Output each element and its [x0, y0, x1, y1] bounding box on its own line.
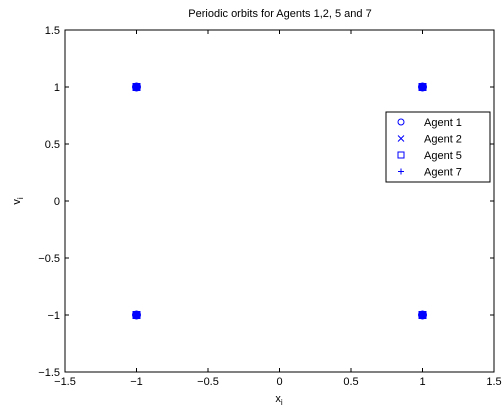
x-axis-label-sub: i: [281, 398, 283, 407]
x-tick-label: 1.5: [486, 376, 501, 388]
legend-entry-label: Agent 1: [424, 117, 462, 129]
legend: Agent 1 Agent 2 Agent 5 Agent 7: [385, 111, 491, 183]
y-tick-label: −1: [47, 310, 60, 322]
data-point: [419, 83, 426, 91]
legend-entry-label: Agent 2: [424, 134, 462, 146]
x-tick-label: 1: [419, 376, 425, 388]
data-point: [133, 311, 140, 319]
y-tick-label: 0: [54, 196, 60, 208]
legend-marker-cross: [397, 135, 405, 142]
x-tick-label: −0.5: [197, 376, 219, 388]
data-point: [133, 83, 140, 91]
y-tick-label: −1.5: [38, 367, 60, 379]
x-tick-label: 0: [276, 376, 282, 388]
y-axis-label-main: v: [11, 199, 23, 205]
data-markers: [132, 82, 427, 320]
y-axis-label-sub: i: [16, 197, 25, 199]
y-tick-label: 1: [54, 82, 60, 94]
legend-entry-label: Agent 7: [424, 167, 462, 179]
y-tick-label: 1.5: [45, 25, 60, 37]
x-axis-label: xi: [275, 393, 283, 407]
chart-title: Periodic orbits for Agents 1,2, 5 and 7: [188, 8, 371, 20]
plot-area: [64, 29, 495, 373]
data-point: [419, 311, 426, 319]
x-tick-label: 0.5: [343, 376, 358, 388]
x-tick-label: −1: [130, 376, 143, 388]
x-axis-label-main: x: [275, 393, 281, 405]
axis-tick-labels: −1.5 −1 −0.5 0 0.5 1 1.5 −1.5 −1 −0.5 0 0.5 1 1.5: [38, 25, 501, 388]
y-tick-label: 0.5: [45, 139, 60, 151]
legend-marker-square: [397, 151, 405, 159]
series-plus: [133, 83, 426, 319]
legend-entry-label: Agent 5: [424, 150, 462, 162]
legend-marker-circle: [397, 118, 405, 126]
x-tick-label: −1.5: [54, 376, 76, 388]
axis-ticks: [64, 29, 495, 373]
y-axis-label: vi: [11, 197, 25, 205]
y-tick-label: −0.5: [38, 253, 60, 265]
legend-marker-plus: [398, 168, 404, 175]
